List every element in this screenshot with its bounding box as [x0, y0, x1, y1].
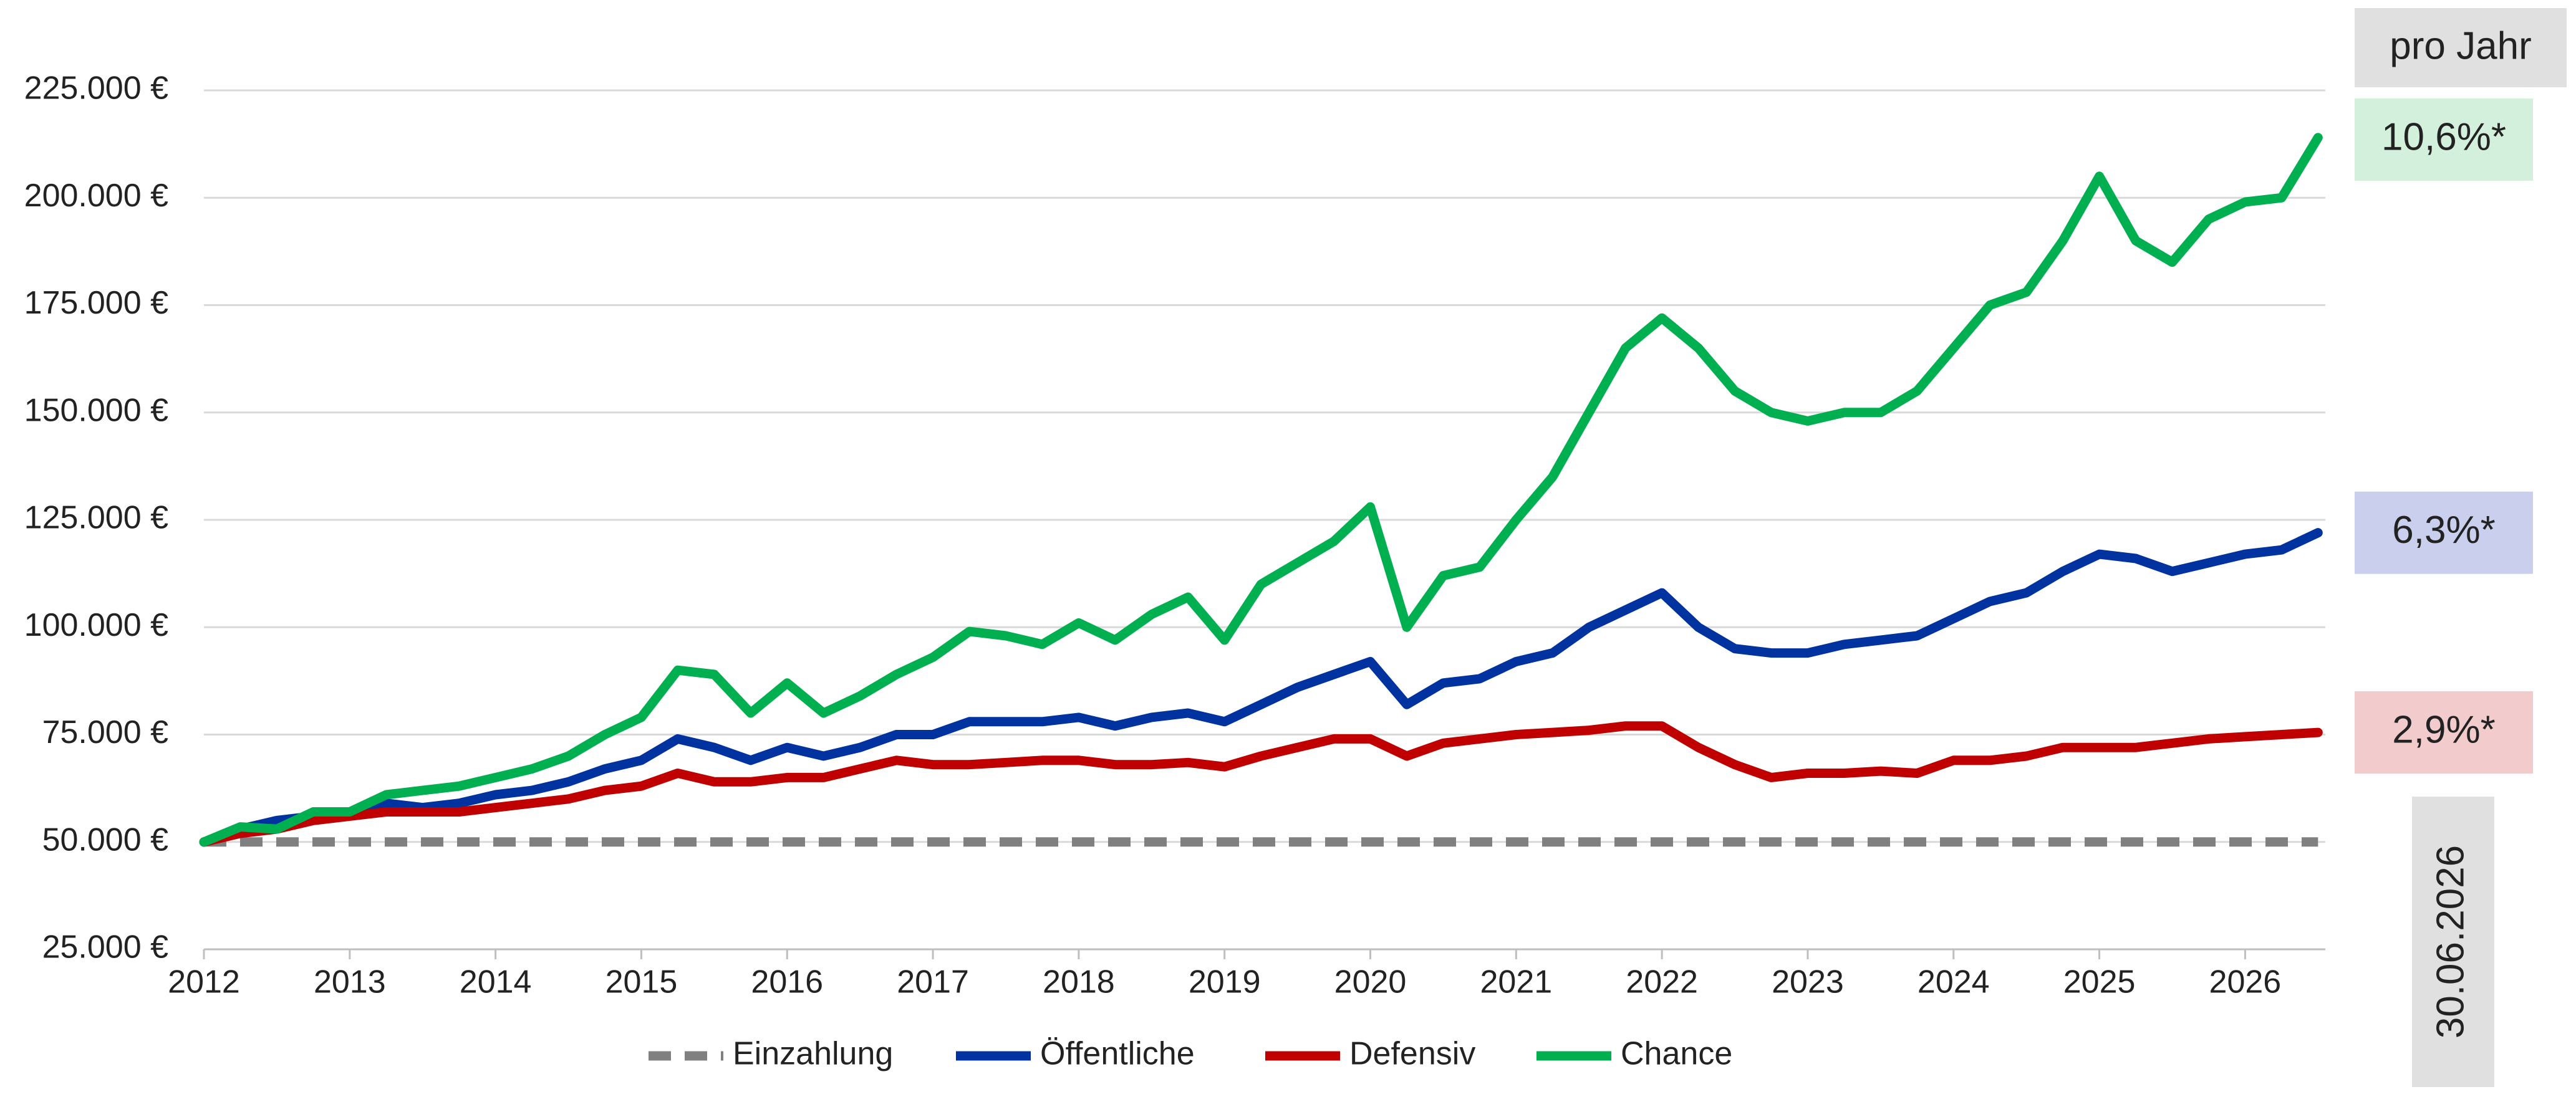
date-label: 30.06.2026: [2429, 845, 2472, 1038]
x-tick-label: 2016: [751, 964, 823, 1000]
return-box: [2355, 691, 2533, 774]
y-tick-label: 175.000 €: [24, 285, 168, 321]
x-tick-label: 2012: [168, 964, 240, 1000]
x-tick-label: 2026: [2209, 964, 2282, 1000]
y-tick-label: 150.000 €: [24, 392, 168, 428]
x-tick-label: 2022: [1626, 964, 1698, 1000]
return-box: [2355, 491, 2533, 574]
y-tick-label: 25.000 €: [42, 929, 168, 966]
legend-label: Chance: [1621, 1036, 1732, 1072]
legend-label: Öffentliche: [1040, 1036, 1195, 1072]
x-tick-label: 2014: [460, 964, 532, 1000]
x-tick-label: 2013: [314, 964, 386, 1000]
return-box: [2355, 98, 2533, 181]
date-box: [2412, 797, 2494, 1087]
x-tick-label: 2023: [1772, 964, 1844, 1000]
y-tick-label: 225.000 €: [24, 70, 168, 107]
legend-label: Einzahlung: [733, 1036, 893, 1072]
series-line: [199, 528, 2323, 847]
return-label: 10,6%*: [2381, 115, 2506, 158]
x-tick-label: 2018: [1043, 964, 1115, 1000]
y-tick-label: 75.000 €: [42, 714, 168, 750]
x-tick-label: 2019: [1189, 964, 1261, 1000]
return-label: 6,3%*: [2392, 509, 2495, 552]
x-tick-label: 2021: [1480, 964, 1552, 1000]
y-tick-label: 125.000 €: [24, 500, 168, 536]
x-tick-label: 2015: [605, 964, 678, 1000]
y-tick-label: 100.000 €: [24, 607, 168, 643]
x-tick-label: 2017: [897, 964, 969, 1000]
x-tick-label: 2020: [1334, 964, 1407, 1000]
return-label: 2,9%*: [2392, 708, 2495, 751]
legend-label: Defensiv: [1349, 1036, 1475, 1072]
x-tick-label: 2025: [2063, 964, 2136, 1000]
y-tick-label: 50.000 €: [42, 822, 168, 858]
header-label: pro Jahr: [2390, 24, 2531, 67]
y-tick-label: 200.000 €: [24, 178, 168, 214]
series-line: [199, 721, 2323, 847]
series-line: [199, 133, 2323, 847]
x-tick-label: 2024: [1918, 964, 1990, 1000]
header-box: [2355, 8, 2567, 87]
